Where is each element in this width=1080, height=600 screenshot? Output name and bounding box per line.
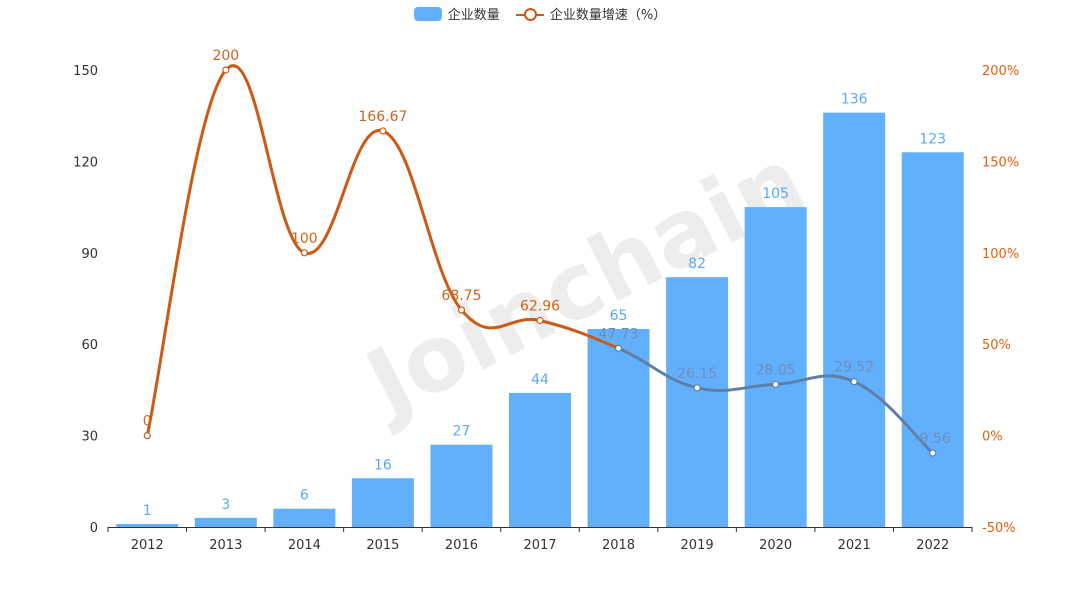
y-right-tick-label: 0% xyxy=(982,430,1003,445)
legend-bar-label: 企业数量 xyxy=(447,8,500,23)
growth-value-label-2021: 29.52 xyxy=(834,360,874,376)
legend-item-enterprise-count[interactable]: 企业数量 xyxy=(413,4,500,23)
x-tick-label-2015: 2015 xyxy=(366,538,399,553)
bar-value-label-2015: 16 xyxy=(374,457,392,473)
growth-value-label-2013: 200 xyxy=(212,48,239,64)
bar-2022 xyxy=(901,152,964,527)
y-right-tick-label: 100% xyxy=(982,247,1019,262)
x-tick-label-2017: 2017 xyxy=(523,538,556,553)
chart-legend: 企业数量 企业数量增速（%） xyxy=(0,4,1080,23)
growth-line-segment xyxy=(145,68,228,438)
bar-2015 xyxy=(351,478,414,527)
y-right-tick-label: 150% xyxy=(982,155,1019,170)
data-labels-layer: 1 3616274465821051361230200100166.6768.75… xyxy=(143,48,951,519)
x-tick-label-2019: 2019 xyxy=(681,538,714,553)
growth-line-segment xyxy=(617,346,699,390)
y-left-tick-label: 90 xyxy=(81,247,98,262)
bar-value-label-2022: 123 xyxy=(919,131,946,147)
bar-2019 xyxy=(666,277,729,527)
growth-value-label-2012: 0 xyxy=(143,414,152,430)
bars-layer xyxy=(116,112,964,528)
bar-value-label-2021: 136 xyxy=(841,92,868,108)
bar-2018 xyxy=(587,328,650,527)
y-left-tick-label: 60 xyxy=(81,338,98,353)
growth-point-2015 xyxy=(379,127,387,135)
bar-2021 xyxy=(823,112,886,528)
y-left-tick-label: 0 xyxy=(90,521,98,536)
growth-line-segment xyxy=(774,374,856,386)
bar-2013 xyxy=(194,517,257,527)
growth-line-segment xyxy=(852,380,935,455)
growth-point-2019 xyxy=(693,384,701,392)
x-tick-label-2020: 2020 xyxy=(759,538,792,553)
bar-value-label-2018: 65 xyxy=(610,308,628,324)
growth-point-2013 xyxy=(222,66,230,74)
growth-value-label-2018: 47.73 xyxy=(598,326,638,342)
x-tick-label-2022: 2022 xyxy=(916,538,949,553)
bar-value-label-2016: 27 xyxy=(453,424,471,440)
growth-value-label-2017: 62.96 xyxy=(520,299,560,315)
growth-line-segment xyxy=(381,129,463,312)
line-layer xyxy=(143,64,937,457)
growth-value-label-2022: -9.56 xyxy=(915,431,951,447)
growth-point-2022 xyxy=(929,449,937,457)
bar-2017 xyxy=(509,392,571,527)
growth-value-label-2020: 28.05 xyxy=(756,362,796,378)
growth-value-label-2016: 68.75 xyxy=(441,288,481,304)
bar-2016 xyxy=(430,444,493,527)
y-left-tick-label: 150 xyxy=(73,64,98,79)
growth-point-2017 xyxy=(536,316,544,325)
bar-value-label-2013: 3 xyxy=(221,497,230,513)
bar-2020 xyxy=(744,207,807,527)
growth-line-segment xyxy=(695,382,778,392)
y-right-tick-label: -50% xyxy=(982,521,1016,536)
growth-line-segment xyxy=(459,308,542,330)
bar-value-label-2017: 44 xyxy=(531,372,549,388)
growth-point-2021 xyxy=(850,378,858,386)
y-left-tick-label: 30 xyxy=(81,430,98,445)
growth-point-2014 xyxy=(300,249,308,257)
growth-value-label-2019: 26.15 xyxy=(677,366,717,382)
growth-point-2020 xyxy=(772,380,780,388)
x-tick-label-2014: 2014 xyxy=(288,538,321,553)
legend-item-growth-rate[interactable]: 企业数量增速（%） xyxy=(515,4,667,23)
legend-line-swatch xyxy=(515,7,544,21)
bar-2012 xyxy=(116,523,179,527)
x-tick-label-2018: 2018 xyxy=(602,538,635,553)
bar-value-label-2014: 6 xyxy=(300,488,309,504)
growth-line-segment xyxy=(302,129,385,255)
bar-2014 xyxy=(273,508,336,527)
y-right-tick-label: 200% xyxy=(982,64,1019,79)
growth-line-segment xyxy=(538,319,621,350)
growth-point-2018 xyxy=(614,344,623,352)
bar-value-label-2020: 105 xyxy=(762,186,789,202)
axes-layer: 2012 2013 2014 2015 2016 2017 2018 2019 2020 2021… xyxy=(73,64,1019,553)
growth-line-segment xyxy=(224,64,306,255)
x-tick-label-2013: 2013 xyxy=(209,538,242,553)
growth-point-2016 xyxy=(457,306,466,314)
y-left-tick-label: 120 xyxy=(73,155,98,170)
x-tick-label-2016: 2016 xyxy=(445,538,478,553)
growth-value-label-2014: 100 xyxy=(291,231,318,247)
bar-value-label-2012: 1 xyxy=(143,503,152,519)
x-tick-label-2012: 2012 xyxy=(131,538,164,553)
growth-point-2012 xyxy=(143,432,151,440)
x-tick-label-2021: 2021 xyxy=(838,538,871,553)
growth-value-label-2015: 166.67 xyxy=(358,109,407,125)
bar-value-label-2019: 82 xyxy=(688,256,706,272)
legend-line-label: 企业数量增速（%） xyxy=(549,8,667,23)
legend-bar-swatch xyxy=(413,6,442,21)
y-right-tick-label: 50% xyxy=(982,338,1011,353)
